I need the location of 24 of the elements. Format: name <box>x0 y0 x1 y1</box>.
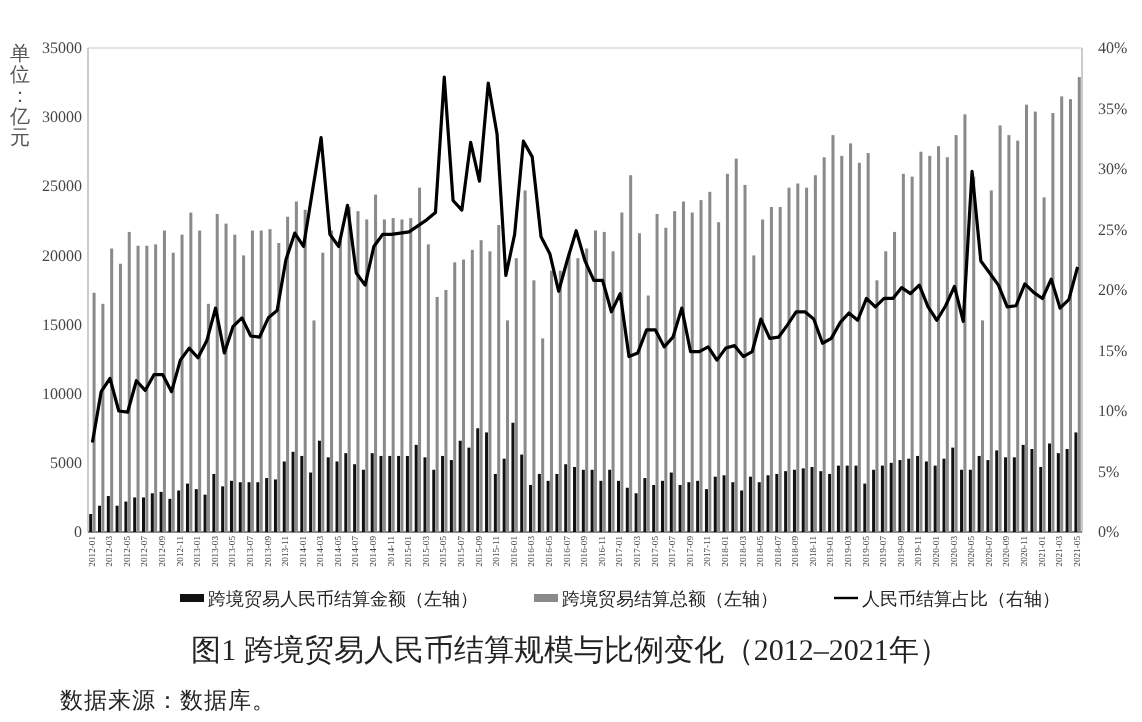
y-tick-label: 5000 <box>50 453 82 472</box>
source-note: 数据来源：数据库。 <box>60 686 276 714</box>
y-tick-label: 0 <box>74 523 82 542</box>
y2-tick-label: 0% <box>1098 523 1120 542</box>
y2-tick-label: 20% <box>1098 281 1128 300</box>
text: 图1 跨境贸易人民币结算规模与比例变化（2012–2021年） <box>191 634 949 668</box>
y-tick-label: 25000 <box>42 177 82 196</box>
line-series <box>90 75 1080 445</box>
y2-tick-label: 40% <box>1098 39 1128 58</box>
y-axis-title: 单位：亿元 <box>8 42 30 150</box>
y2-tick-label: 30% <box>1098 160 1128 179</box>
y2-tick-label: 5% <box>1098 462 1120 481</box>
y2-tick-label: 10% <box>1098 402 1128 421</box>
y-tick-label: 35000 <box>42 39 82 58</box>
y-tick-label: 10000 <box>42 384 82 403</box>
legend-label: 跨境贸易人民币结算金额（左轴） <box>208 589 478 609</box>
y-tick-label: 30000 <box>42 108 82 127</box>
legend-label: 跨境贸易结算总额（左轴） <box>562 589 778 609</box>
y2-tick-label: 15% <box>1098 341 1128 360</box>
y2-tick-label: 25% <box>1098 220 1128 239</box>
y2-tick-label: 35% <box>1098 99 1128 118</box>
y-tick-label: 15000 <box>42 315 82 334</box>
legend-label: 人民币结算占比（右轴） <box>862 589 1060 609</box>
y-tick-label: 20000 <box>42 246 82 265</box>
